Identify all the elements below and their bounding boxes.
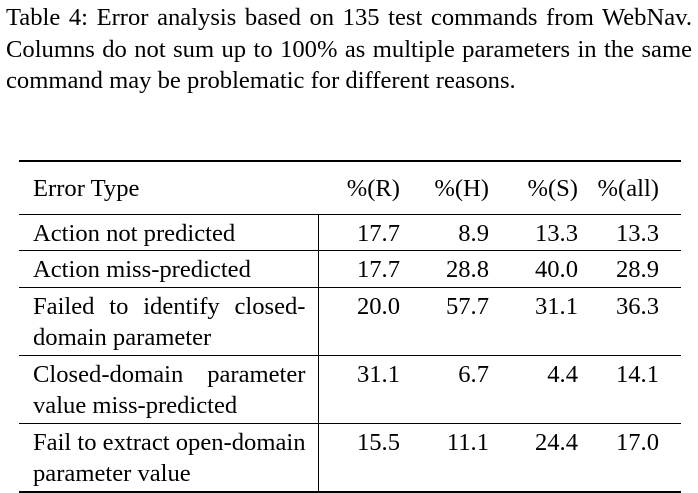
cell-pct-s: 24.4 bbox=[501, 422, 590, 491]
cell-pct-s: 13.3 bbox=[501, 213, 590, 251]
row-label: Action not predicted bbox=[19, 213, 318, 251]
cell-pct-all: 14.1 bbox=[590, 354, 681, 423]
cell-pct-h: 6.7 bbox=[412, 354, 501, 423]
cell-pct-all: 36.3 bbox=[590, 286, 681, 355]
header-pct-r: %(R) bbox=[346, 175, 400, 202]
table-row: Fail to extract open-domain parameter va… bbox=[19, 422, 681, 491]
cell-pct-r: 15.5 bbox=[317, 422, 412, 491]
bottom-rule bbox=[19, 490, 681, 493]
table-header-row: Error Type %(R) %(H) %(S) %(all) bbox=[19, 162, 681, 214]
cell-pct-h: 8.9 bbox=[412, 213, 501, 251]
row-label: Closed-domain parameter value miss-predi… bbox=[19, 354, 318, 423]
header-pct-s: %(S) bbox=[527, 175, 578, 202]
row-label: Action miss-predicted bbox=[19, 250, 318, 287]
cell-pct-r: 17.7 bbox=[317, 250, 412, 287]
cell-pct-h: 28.8 bbox=[412, 250, 501, 287]
top-rule bbox=[19, 160, 681, 162]
header-pct-all: %(all) bbox=[597, 175, 659, 202]
row-label: Fail to extract open-domain parameter va… bbox=[19, 422, 318, 491]
error-analysis-table: Error Type %(R) %(H) %(S) %(all) Action … bbox=[19, 160, 681, 493]
header-pct-h: %(H) bbox=[434, 175, 489, 202]
cell-pct-s: 4.4 bbox=[501, 354, 590, 423]
cell-pct-s: 31.1 bbox=[501, 286, 590, 355]
cell-pct-r: 31.1 bbox=[317, 354, 412, 423]
table-row: Action miss-predicted 17.7 28.8 40.0 28.… bbox=[19, 250, 681, 287]
cell-pct-h: 57.7 bbox=[412, 286, 501, 355]
row-label: Failed to identify closed-domain paramet… bbox=[19, 286, 318, 355]
table-caption: Table 4: Error analysis based on 135 tes… bbox=[6, 4, 692, 94]
cell-pct-all: 17.0 bbox=[590, 422, 681, 491]
cell-pct-s: 40.0 bbox=[501, 250, 590, 287]
cell-pct-r: 17.7 bbox=[317, 213, 412, 251]
table-row: Failed to identify closed-domain paramet… bbox=[19, 286, 681, 355]
cell-pct-h: 11.1 bbox=[412, 422, 501, 491]
table-row: Action not predicted 17.7 8.9 13.3 13.3 bbox=[19, 213, 681, 251]
cell-pct-all: 13.3 bbox=[590, 213, 681, 251]
cell-pct-all: 28.9 bbox=[590, 250, 681, 287]
table-row: Closed-domain parameter value miss-predi… bbox=[19, 354, 681, 423]
cell-pct-r: 20.0 bbox=[317, 286, 412, 355]
header-error-type: Error Type bbox=[33, 175, 140, 202]
